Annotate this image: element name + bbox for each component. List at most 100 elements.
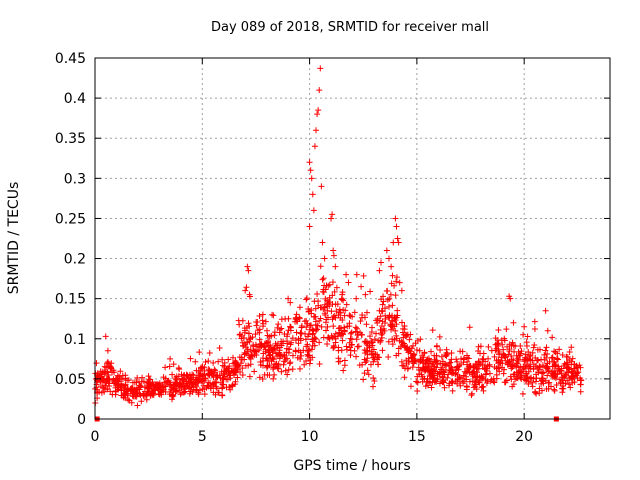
data-point [252,348,259,355]
data-point [325,282,332,289]
data-point [172,388,179,395]
data-point [364,355,371,362]
data-point [166,363,173,370]
data-point [336,324,343,331]
data-point [371,336,378,343]
data-point [563,353,570,360]
data-point [329,292,336,299]
data-point [184,382,191,389]
data-point [473,386,480,393]
data-point [303,324,310,331]
data-point [271,332,278,339]
data-point [340,331,347,338]
data-point [336,329,343,336]
data-point [447,359,454,366]
data-point [479,355,486,362]
data-point [340,297,347,304]
data-point [121,384,128,391]
data-point [234,374,241,381]
data-point [149,392,156,399]
data-point [280,361,287,368]
data-point [357,318,364,325]
data-point [266,347,273,354]
data-point [104,359,111,366]
data-point [401,326,408,333]
data-point [358,283,365,290]
data-point [330,342,337,349]
data-point [479,374,486,381]
data-point [307,167,314,174]
data-point [259,311,266,318]
data-point [391,315,398,322]
data-point [394,307,401,314]
data-point [496,368,503,375]
data-point [545,368,552,375]
data-point [539,362,546,369]
data-point [167,355,174,362]
data-point [449,380,456,387]
data-point [271,329,278,336]
data-point [261,340,268,347]
data-point [356,362,363,369]
data-point [493,340,500,347]
data-point [229,354,236,361]
data-point [353,271,360,278]
data-point [551,386,558,393]
data-point [103,364,110,371]
data-point [424,356,431,363]
data-point [386,312,393,319]
data-point [275,321,282,328]
data-point [199,363,206,370]
data-point [151,387,158,394]
data-point [171,385,178,392]
data-point [426,372,433,379]
data-point [101,363,108,370]
data-point [532,388,539,395]
data-point [543,354,550,361]
data-point [170,361,177,368]
data-point [388,326,395,333]
data-point [393,278,400,285]
data-point [423,360,430,367]
data-point [508,356,515,363]
data-point [529,383,536,390]
data-point [244,263,251,270]
data-point [553,355,560,362]
data-point [322,319,329,326]
y-tick-label: 0.3 [64,171,86,187]
data-point [549,354,556,361]
data-point [432,378,439,385]
data-point [518,373,525,380]
data-point [428,348,435,355]
data-point [188,384,195,391]
data-point [246,291,253,298]
data-point [460,372,467,379]
data-point [328,215,335,222]
data-point [373,330,380,337]
data-point [569,369,576,376]
data-point [180,382,187,389]
data-point [140,390,147,397]
data-point [134,402,141,409]
data-point [230,368,237,375]
data-point [335,312,342,319]
data-point [437,346,444,353]
data-point [568,344,575,351]
data-point [454,363,461,370]
data-point [414,388,421,395]
data-point [559,385,566,392]
data-point [196,349,203,356]
data-point [498,357,505,364]
data-point [304,351,311,358]
data-point [504,343,511,350]
data-point [505,361,512,368]
data-point [457,382,464,389]
data-point [439,379,446,386]
data-point [512,343,519,350]
data-point [251,368,258,375]
data-point [347,330,354,337]
data-point [202,359,209,366]
data-point [192,358,199,365]
data-point [252,341,259,348]
data-point [278,368,285,375]
